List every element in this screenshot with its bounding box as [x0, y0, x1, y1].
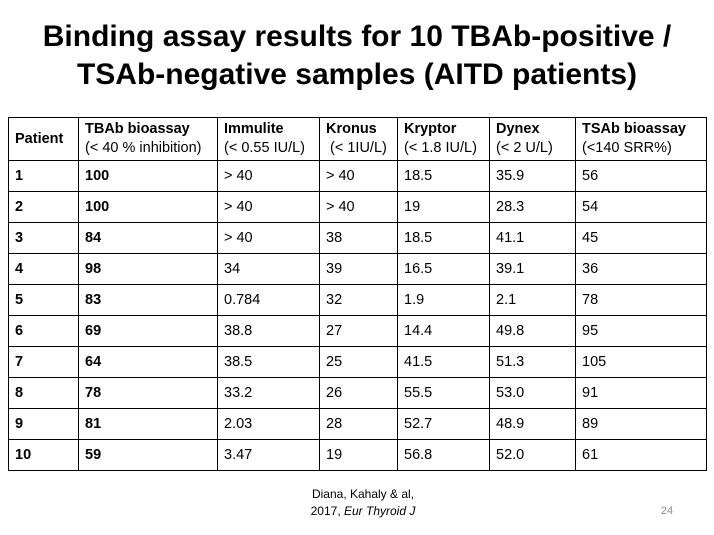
cell-tbab: 84 — [78, 222, 218, 254]
cell-kryptor: 19 — [397, 191, 490, 223]
cell-patient: 9 — [8, 408, 79, 440]
cell-dynex: 2.1 — [489, 284, 576, 316]
cell-immulite: > 40 — [217, 191, 320, 223]
cell-immulite: > 40 — [217, 222, 320, 254]
cell-patient: 7 — [8, 346, 79, 378]
header-immulite: Immulite (< 0.55 IU/L) — [217, 117, 320, 161]
cell-tsab: 105 — [575, 346, 707, 378]
cell-kryptor: 41.5 — [397, 346, 490, 378]
header-tbab-bioassay: TBAb bioassay (< 40 % inhibition) — [78, 117, 218, 161]
results-table: Patient TBAb bioassay (< 40 % inhibition)… — [8, 117, 707, 471]
cell-tbab: 78 — [78, 377, 218, 409]
citation-year: 2017, — [310, 504, 344, 518]
cell-tbab: 69 — [78, 315, 218, 347]
cell-dynex: 28.3 — [489, 191, 576, 223]
table-row: 10 59 3.47 19 56.8 52.0 61 — [8, 439, 707, 471]
cell-dynex: 53.0 — [489, 377, 576, 409]
cell-kronus: 27 — [319, 315, 398, 347]
citation-source: 2017, Eur Thyroid J — [268, 503, 458, 520]
cell-kronus: 28 — [319, 408, 398, 440]
cell-patient: 8 — [8, 377, 79, 409]
cell-kryptor: 16.5 — [397, 253, 490, 285]
slide-title: Binding assay results for 10 TBAb-positi… — [0, 18, 714, 94]
header-kryptor: Kryptor (< 1.8 IU/L) — [397, 117, 490, 161]
cell-tsab: 91 — [575, 377, 707, 409]
cell-immulite: > 40 — [217, 160, 320, 192]
header-patient: Patient — [8, 117, 79, 161]
header-tsab-bioassay: TSAb bioassay (<140 SRR%) — [575, 117, 707, 161]
cell-dynex: 52.0 — [489, 439, 576, 471]
table-row: 4 98 34 39 16.5 39.1 36 — [8, 253, 707, 285]
table-row: 8 78 33.2 26 55.5 53.0 91 — [8, 377, 707, 409]
table-row: 5 83 0.784 32 1.9 2.1 78 — [8, 284, 707, 316]
cell-tbab: 81 — [78, 408, 218, 440]
cell-tsab: 89 — [575, 408, 707, 440]
cell-kronus: 26 — [319, 377, 398, 409]
cell-kryptor: 18.5 — [397, 222, 490, 254]
cell-immulite: 0.784 — [217, 284, 320, 316]
citation-authors: Diana, Kahaly & al, — [311, 487, 415, 501]
cell-immulite: 33.2 — [217, 377, 320, 409]
cell-kronus: 25 — [319, 346, 398, 378]
cell-kryptor: 56.8 — [397, 439, 490, 471]
cell-kronus: > 40 — [319, 160, 398, 192]
cell-kronus: 19 — [319, 439, 398, 471]
cell-tsab: 56 — [575, 160, 707, 192]
cell-kryptor: 55.5 — [397, 377, 490, 409]
cell-patient: 6 — [8, 315, 79, 347]
cell-patient: 2 — [8, 191, 79, 223]
cell-dynex: 48.9 — [489, 408, 576, 440]
cell-kryptor: 1.9 — [397, 284, 490, 316]
table-row: 9 81 2.03 28 52.7 48.9 89 — [8, 408, 707, 440]
table-row: 6 69 38.8 27 14.4 49.8 95 — [8, 315, 707, 347]
cell-tbab: 98 — [78, 253, 218, 285]
cell-immulite: 2.03 — [217, 408, 320, 440]
cell-tbab: 59 — [78, 439, 218, 471]
cell-dynex: 41.1 — [489, 222, 576, 254]
cell-dynex: 35.9 — [489, 160, 576, 192]
table-row: 3 84 > 40 38 18.5 41.1 45 — [8, 222, 707, 254]
cell-patient: 10 — [8, 439, 79, 471]
cell-tbab: 64 — [78, 346, 218, 378]
cell-kronus: 32 — [319, 284, 398, 316]
cell-patient: 5 — [8, 284, 79, 316]
cell-tbab: 100 — [78, 191, 218, 223]
cell-tsab: 45 — [575, 222, 707, 254]
citation: Diana, Kahaly & al, 2017, Eur Thyroid J — [268, 486, 458, 520]
cell-tsab: 61 — [575, 439, 707, 471]
cell-kryptor: 14.4 — [397, 315, 490, 347]
cell-kryptor: 18.5 — [397, 160, 490, 192]
cell-tbab: 100 — [78, 160, 218, 192]
cell-immulite: 38.5 — [217, 346, 320, 378]
cell-dynex: 49.8 — [489, 315, 576, 347]
cell-dynex: 51.3 — [489, 346, 576, 378]
table-header-row: Patient TBAb bioassay (< 40 % inhibition)… — [8, 117, 707, 161]
page-number: 24 — [660, 505, 674, 517]
table-row: 2 100 > 40 > 40 19 28.3 54 — [8, 191, 707, 223]
title-line-2: TSAb-negative samples (AITD patients) — [76, 58, 638, 91]
title-line-1: Binding assay results for 10 TBAb-positi… — [42, 20, 672, 53]
cell-tsab: 78 — [575, 284, 707, 316]
cell-tsab: 95 — [575, 315, 707, 347]
header-kronus: Kronus (< 1IU/L) — [319, 117, 398, 161]
table-row: 7 64 38.5 25 41.5 51.3 105 — [8, 346, 707, 378]
cell-tsab: 54 — [575, 191, 707, 223]
cell-patient: 3 — [8, 222, 79, 254]
cell-dynex: 39.1 — [489, 253, 576, 285]
cell-immulite: 3.47 — [217, 439, 320, 471]
cell-immulite: 38.8 — [217, 315, 320, 347]
table-row: 1 100 > 40 > 40 18.5 35.9 56 — [8, 160, 707, 192]
cell-patient: 1 — [8, 160, 79, 192]
cell-kronus: 39 — [319, 253, 398, 285]
cell-kronus: 38 — [319, 222, 398, 254]
cell-immulite: 34 — [217, 253, 320, 285]
cell-kryptor: 52.7 — [397, 408, 490, 440]
cell-kronus: > 40 — [319, 191, 398, 223]
cell-tbab: 83 — [78, 284, 218, 316]
citation-journal: Eur Thyroid J — [344, 504, 416, 518]
cell-patient: 4 — [8, 253, 79, 285]
header-dynex: Dynex (< 2 U/L) — [489, 117, 576, 161]
cell-tsab: 36 — [575, 253, 707, 285]
